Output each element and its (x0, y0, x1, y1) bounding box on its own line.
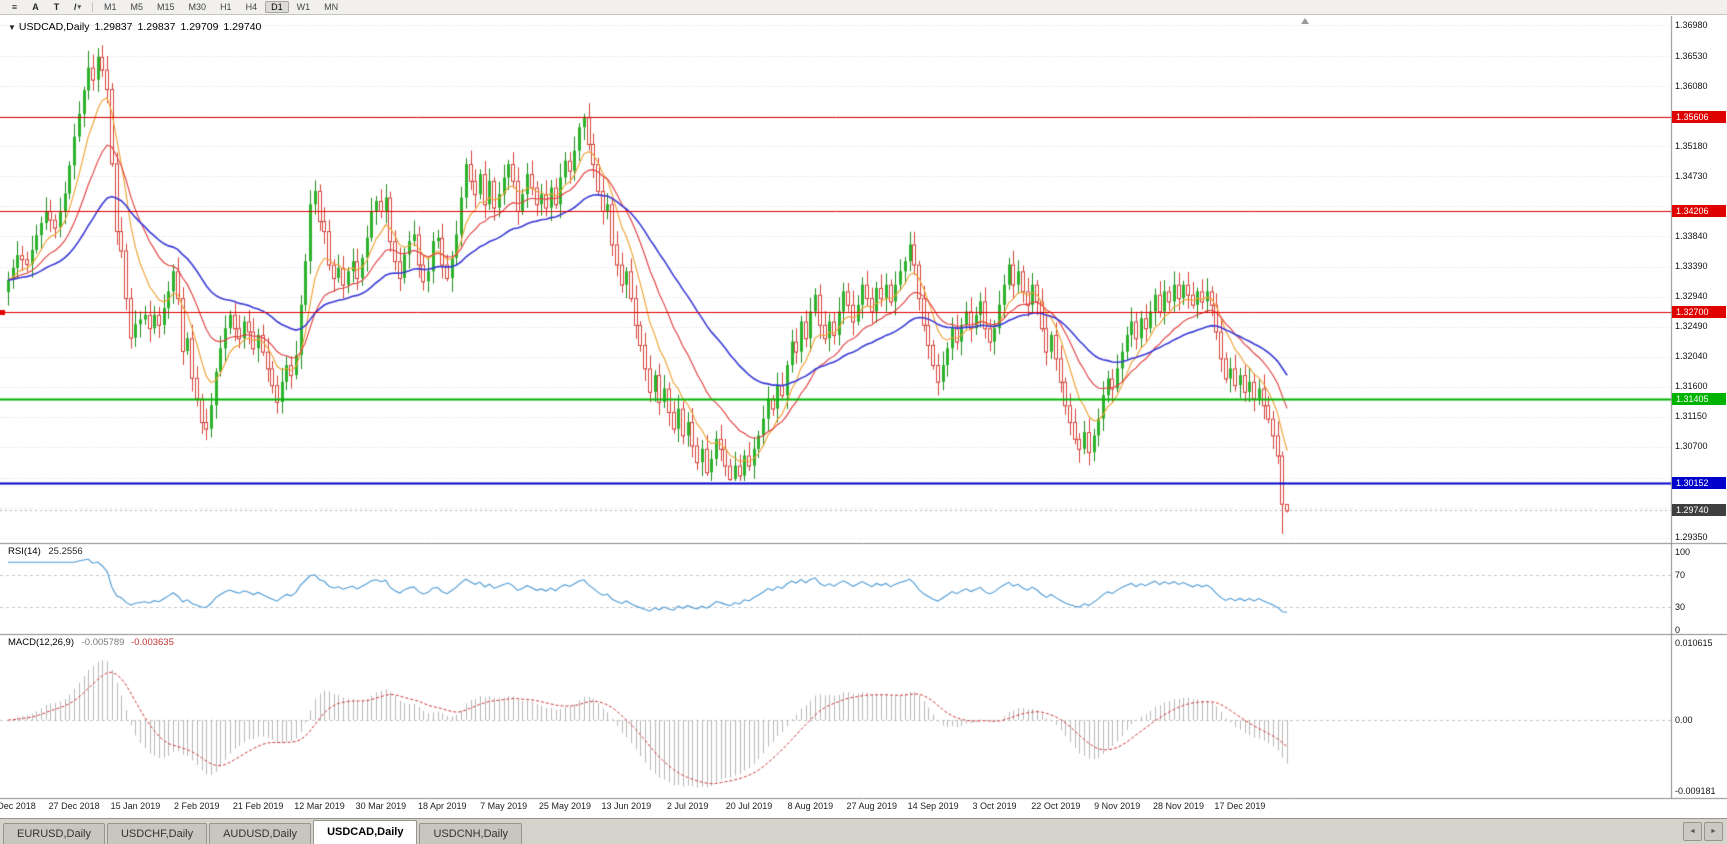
chart-shift-marker-icon (1301, 18, 1310, 24)
date-tick-label: 3 Oct 2019 (972, 801, 1017, 811)
level-price-pill: 1.31405 (1672, 392, 1726, 405)
date-tick-label: 27 Aug 2019 (846, 801, 898, 811)
level-price-pill: 1.30152 (1672, 476, 1726, 489)
rsi-value: 25.2556 (48, 546, 83, 557)
date-tick-label: 2 Jul 2019 (666, 801, 709, 811)
indicator-tick: 0 (1675, 625, 1681, 635)
ohlc-high: 1.29837 (137, 21, 176, 33)
date-tick-label: 9 Nov 2019 (1094, 801, 1141, 811)
price-tick: 1.34730 (1675, 171, 1708, 182)
price-tick: 1.30700 (1675, 441, 1708, 452)
date-tick-label: 8 Aug 2019 (787, 801, 834, 811)
date-tick-label: 30 Mar 2019 (355, 801, 407, 811)
chart-tabs: EURUSD,Daily USDCHF,Daily AUDUSD,Daily USDC… (2, 820, 523, 844)
chart-list-icon[interactable]: ≡ (11, 2, 18, 12)
indicator-tick: 30 (1675, 601, 1686, 612)
price-tick: 1.32940 (1675, 291, 1708, 302)
price-tick: 1.32040 (1675, 351, 1708, 362)
ohlc-close: 1.29740 (223, 21, 262, 33)
date-tick-label: 25 May 2019 (538, 801, 591, 811)
chart-tab-eurusd[interactable]: EURUSD,Daily (3, 823, 105, 844)
timeframe-button-h1[interactable]: H1 (220, 2, 232, 12)
chart-ohlc-header: ▼ USDCAD,Daily 1.29837 1.29837 1.29709 1.2974… (8, 21, 266, 33)
timeframe-button-d1[interactable]: D1 (265, 1, 289, 13)
timeframe-button-m30[interactable]: M30 (188, 2, 207, 12)
macd-name: MACD(12,26,9) (8, 637, 74, 648)
indicator-tick: 100 (1675, 547, 1691, 557)
date-tick-label: 28 Nov 2019 (1153, 801, 1205, 811)
chart-tab-usdchf[interactable]: USDCHF,Daily (106, 823, 208, 844)
timeframe-buttons: M1 M5 M15 M30 H1 H4 D1 W1 MN (97, 1, 345, 13)
date-tick-label: 21 Feb 2019 (232, 801, 284, 811)
chart-tab-usdcnh[interactable]: USDCNH,Daily (419, 823, 523, 844)
line-tool-icon[interactable]: / ▾ (73, 2, 82, 12)
toolbar-divider (92, 2, 93, 12)
price-tick: 1.31150 (1675, 410, 1707, 421)
price-tick: 1.33390 (1675, 260, 1708, 271)
date-tick-label: 2 Feb 2019 (174, 801, 220, 811)
date-tick-label: 27 Dec 2018 (48, 801, 100, 811)
price-tick: 1.31600 (1675, 380, 1708, 391)
date-tick-label: 14 Sep 2019 (907, 801, 959, 811)
tab-nav: ◄ ► (1683, 819, 1725, 844)
timeframe-button-m5[interactable]: M5 (130, 2, 144, 12)
macd-label: MACD(12,26,9) -0.005789 -0.003635 (8, 637, 174, 648)
price-tick: 1.33840 (1675, 230, 1708, 241)
chart-symbol-label: USDCAD,Daily (18, 21, 90, 33)
chart-tabbar: EURUSD,Daily USDCHF,Daily AUDUSD,Daily USDC… (0, 818, 1727, 844)
price-tick: 1.35180 (1675, 140, 1708, 151)
timeframe-button-m1[interactable]: M1 (104, 2, 117, 12)
tabs-scroll-left-icon[interactable]: ◄ (1683, 822, 1702, 841)
price-tick: 1.36980 (1675, 20, 1708, 31)
ohlc-open: 1.29837 (94, 21, 133, 33)
chart-toolbar: ≡ A T / ▾ M1 M5 M15 M30 H1 H4 D1 W1 MN (0, 0, 1727, 15)
ohlc-low: 1.29709 (180, 21, 219, 33)
rsi-name: RSI(14) (8, 546, 41, 557)
date-tick-label: 22 Oct 2019 (1031, 801, 1081, 811)
level-price-pill: 1.35606 (1672, 111, 1726, 124)
price-tick: 1.36080 (1675, 80, 1708, 91)
level-price-pill: 1.32700 (1672, 306, 1726, 319)
price-tick: 1.29350 (1675, 531, 1708, 542)
indicator-tick: 70 (1675, 570, 1686, 581)
chart-tab-usdcad[interactable]: USDCAD,Daily (313, 820, 418, 844)
indicator-tick: -0.009181 (1675, 786, 1716, 796)
date-tick-label: 18 Apr 2019 (417, 801, 467, 811)
price-tick: 1.32490 (1675, 321, 1708, 332)
timeframe-button-mn[interactable]: MN (324, 2, 339, 12)
indicator-tick: 0.010615 (1675, 638, 1713, 648)
line-tool-caret-icon[interactable]: ▾ (77, 4, 82, 11)
arrow-tool-icon[interactable]: A (32, 2, 39, 12)
date-tick-label: 7 May 2019 (480, 801, 528, 811)
chart-collapse-icon[interactable]: ▼ (8, 23, 16, 32)
date-tick-label: 13 Jun 2019 (601, 801, 652, 811)
date-tick-label: 20 Jul 2019 (725, 801, 773, 811)
date-tick-label: 8 Dec 2018 (0, 801, 36, 811)
price-tick: 1.36530 (1675, 50, 1708, 61)
level-price-pill: 1.34206 (1672, 205, 1726, 218)
date-tick-label: 17 Dec 2019 (1214, 801, 1266, 811)
macd-signal-value: -0.003635 (131, 637, 174, 648)
date-tick-label: 12 Mar 2019 (294, 801, 345, 811)
timeframe-button-h4[interactable]: H4 (245, 2, 258, 12)
chart-tab-audusd[interactable]: AUDUSD,Daily (209, 823, 312, 844)
macd-main-value: -0.005789 (81, 637, 125, 648)
tabs-scroll-right-icon[interactable]: ► (1704, 822, 1723, 841)
text-tool-icon[interactable]: T (53, 2, 60, 12)
current-price-pill: 1.29740 (1672, 504, 1726, 517)
indicator-tick: 0.00 (1675, 715, 1693, 725)
timeframe-button-w1[interactable]: W1 (296, 2, 311, 12)
rsi-label: RSI(14) 25.2556 (8, 546, 83, 557)
date-tick-label: 15 Jan 2019 (110, 801, 161, 811)
timeframe-button-m15[interactable]: M15 (157, 2, 175, 12)
